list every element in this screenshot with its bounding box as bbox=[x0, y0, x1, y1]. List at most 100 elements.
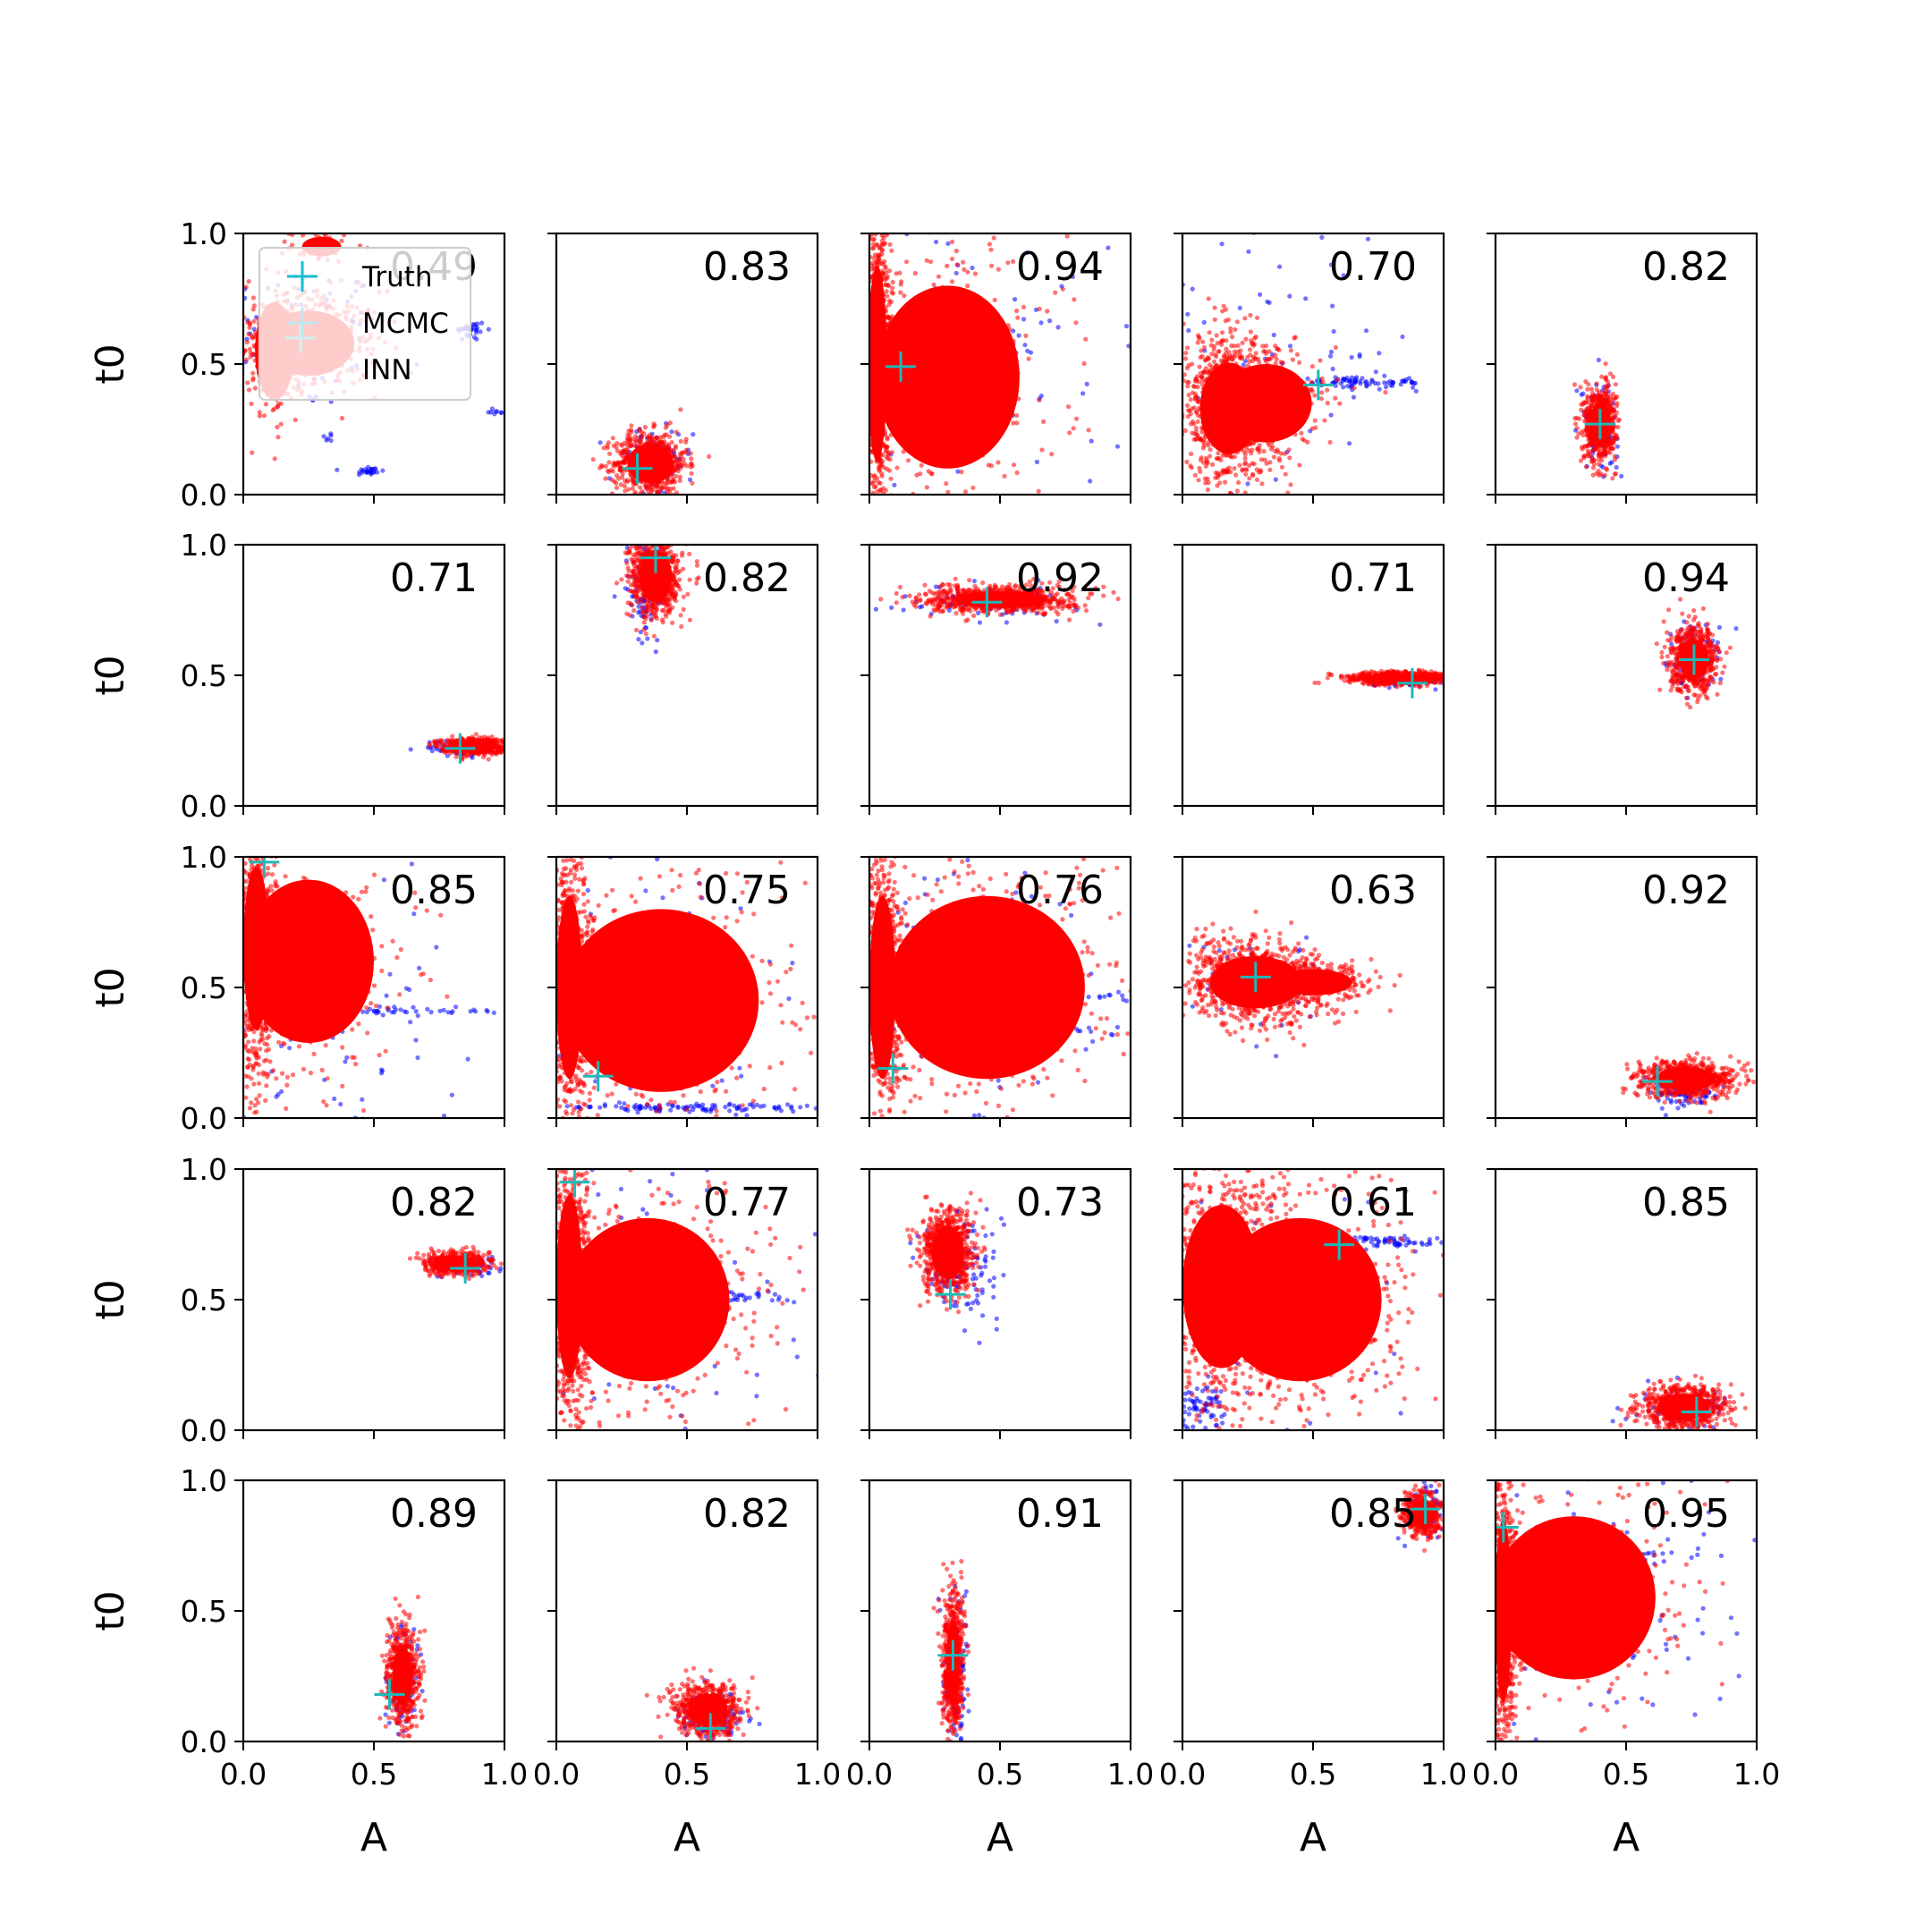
inn-point bbox=[1168, 364, 1173, 369]
inn-point bbox=[1195, 419, 1200, 424]
inn-point bbox=[882, 228, 886, 233]
mcmc-point bbox=[934, 239, 939, 245]
inn-point bbox=[866, 147, 870, 151]
inn-point bbox=[1169, 422, 1174, 427]
inn-point bbox=[619, 453, 624, 458]
inn-point bbox=[1285, 490, 1291, 495]
inn-point bbox=[1223, 479, 1228, 485]
inn-point bbox=[950, 239, 955, 244]
inn-point bbox=[869, 516, 874, 521]
mcmc-point bbox=[1084, 381, 1089, 386]
mcmc-point bbox=[1328, 262, 1334, 267]
inn-point bbox=[870, 242, 877, 247]
mcmc-point bbox=[1265, 299, 1270, 304]
inn-point bbox=[265, 500, 269, 504]
inn-point bbox=[988, 521, 993, 526]
inn-point bbox=[1613, 413, 1618, 419]
inn-point bbox=[869, 219, 874, 224]
inn-point bbox=[1215, 470, 1221, 476]
inn-point bbox=[864, 420, 869, 425]
inn-point bbox=[880, 261, 886, 267]
mcmc-point bbox=[470, 322, 476, 327]
inn-point bbox=[1203, 480, 1208, 486]
inn-point bbox=[1226, 465, 1232, 470]
mcmc-point bbox=[1089, 438, 1094, 444]
inn-point bbox=[646, 496, 650, 500]
inn-point bbox=[1282, 451, 1287, 456]
mcmc-point bbox=[691, 432, 696, 437]
inn-point bbox=[1582, 444, 1588, 449]
inn-point bbox=[879, 251, 885, 257]
inn-point bbox=[859, 441, 863, 445]
inn-point bbox=[992, 223, 996, 227]
inn-point bbox=[614, 485, 620, 491]
inn-point bbox=[1173, 424, 1177, 428]
mcmc-point bbox=[1413, 388, 1419, 394]
mcmc-point bbox=[479, 320, 485, 326]
inn-point bbox=[1243, 336, 1249, 342]
inn-point bbox=[681, 456, 686, 462]
inn-point bbox=[1616, 417, 1622, 422]
mcmc-point bbox=[1365, 236, 1371, 242]
mcmc-point bbox=[478, 329, 483, 335]
inn-point bbox=[950, 256, 955, 261]
inn-point bbox=[683, 439, 689, 445]
mcmc-point bbox=[1341, 273, 1346, 278]
inn-point bbox=[879, 208, 884, 212]
inn-point bbox=[215, 340, 219, 344]
inn-point bbox=[862, 344, 867, 349]
inn-point bbox=[1201, 344, 1208, 350]
inn-point bbox=[673, 444, 679, 449]
inn-point bbox=[632, 434, 639, 439]
mcmc-point bbox=[1349, 354, 1354, 360]
inn-point bbox=[1183, 351, 1189, 356]
inn-point bbox=[1608, 425, 1614, 430]
inn-point bbox=[1039, 447, 1045, 453]
inn-point bbox=[1273, 360, 1278, 366]
mcmc-point bbox=[1190, 286, 1195, 292]
inn-point bbox=[885, 435, 890, 440]
inn-point bbox=[1014, 470, 1020, 476]
panel-5: 0.82 bbox=[1487, 232, 1758, 504]
inn-point bbox=[1572, 416, 1578, 421]
inn-point bbox=[1604, 466, 1609, 471]
inn-point bbox=[1208, 343, 1214, 348]
inn-point bbox=[859, 489, 863, 494]
inn-point bbox=[912, 270, 918, 276]
inn-point bbox=[858, 237, 862, 242]
inn-point bbox=[862, 390, 867, 394]
inn-point bbox=[1200, 445, 1206, 451]
mcmc-point bbox=[836, 332, 841, 336]
mcmc-point bbox=[1330, 303, 1335, 309]
inn-point bbox=[862, 479, 867, 483]
inn-point bbox=[859, 417, 863, 421]
mcmc-point bbox=[335, 467, 340, 472]
inn-point bbox=[873, 225, 877, 229]
inn-point bbox=[864, 405, 869, 410]
inn-point bbox=[859, 335, 863, 340]
inn-point bbox=[899, 569, 903, 573]
inn-point bbox=[1148, 440, 1153, 445]
inn-point bbox=[1217, 480, 1223, 486]
mcmc-point bbox=[380, 468, 386, 473]
inn-point bbox=[884, 565, 888, 570]
inn-point bbox=[1309, 364, 1315, 369]
inn-point bbox=[884, 497, 888, 502]
inn-point bbox=[622, 483, 628, 489]
mcmc-point bbox=[1081, 290, 1086, 294]
mcmc-point bbox=[1013, 297, 1018, 302]
mcmc-point bbox=[1400, 378, 1405, 384]
mcmc-point bbox=[1089, 154, 1094, 158]
mcmc-point bbox=[1148, 224, 1152, 228]
inn-point bbox=[1194, 436, 1199, 442]
inn-point bbox=[882, 444, 887, 449]
inn-point bbox=[1611, 391, 1616, 397]
inn-point bbox=[860, 311, 864, 316]
mcmc-point bbox=[953, 270, 959, 275]
inn-point bbox=[866, 210, 870, 215]
inn-point bbox=[1170, 464, 1174, 469]
inn-point bbox=[976, 555, 980, 559]
inn-point bbox=[1248, 312, 1253, 318]
inn-point bbox=[1176, 370, 1181, 375]
mcmc-point bbox=[1328, 412, 1334, 418]
